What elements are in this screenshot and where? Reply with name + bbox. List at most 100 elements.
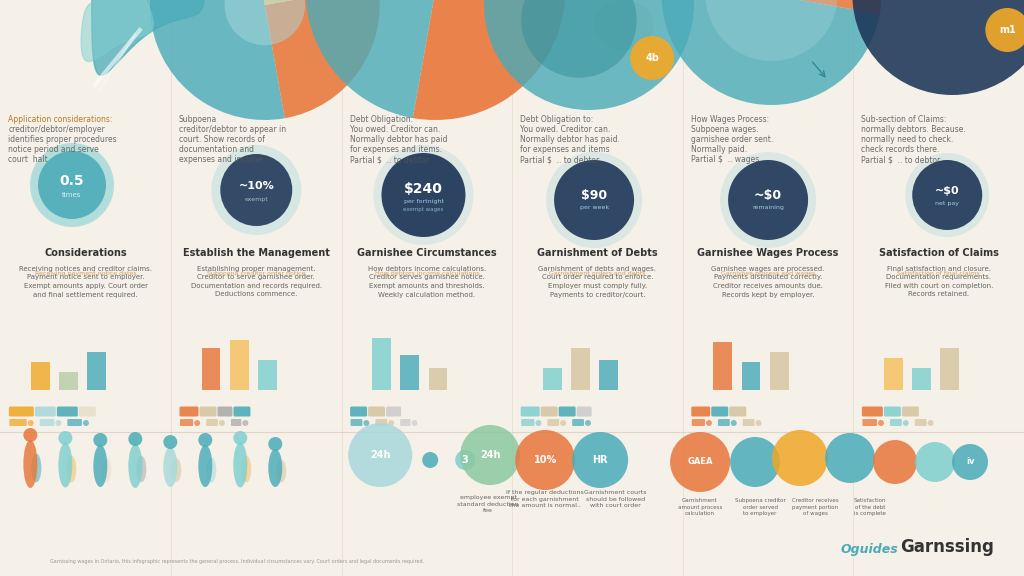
Text: 24h: 24h [370,450,390,460]
Ellipse shape [171,458,181,482]
Text: 3: 3 [462,455,469,465]
Circle shape [268,437,283,451]
Text: Subpoena creditor order notice: Subpoena creditor order notice [207,271,305,276]
Text: Receiving payment notice dates: Receiving payment notice dates [35,271,136,276]
Bar [714,342,732,390]
Circle shape [24,428,37,442]
Text: Garnishee process and wages: Garnishee process and wages [721,271,815,276]
Wedge shape [150,0,285,120]
Circle shape [220,154,292,226]
Circle shape [163,435,177,449]
Text: Application considerations:: Application considerations: [8,115,113,124]
FancyBboxPatch shape [902,407,919,416]
Text: Normally debtor has paid.: Normally debtor has paid. [520,135,621,144]
Text: Garnssing: Garnssing [900,538,994,556]
Circle shape [521,0,637,78]
Text: 10%: 10% [534,455,557,465]
Circle shape [38,151,106,219]
FancyBboxPatch shape [521,419,535,426]
Text: Subpoena creditor
order served
to employer: Subpoena creditor order served to employ… [734,498,785,516]
Circle shape [952,444,988,480]
Text: 0.5: 0.5 [59,174,84,188]
FancyBboxPatch shape [718,419,730,426]
Text: Garnishee Wages Process: Garnishee Wages Process [697,248,839,258]
Ellipse shape [233,442,247,487]
Circle shape [905,153,989,237]
Bar [229,340,249,390]
Wedge shape [771,0,882,14]
FancyBboxPatch shape [914,419,927,426]
Circle shape [546,152,642,248]
FancyBboxPatch shape [350,419,362,426]
Circle shape [728,160,808,240]
Text: You owed. Creditor can.: You owed. Creditor can. [349,125,440,134]
Bar [429,368,447,390]
Text: identifies proper procedures: identifies proper procedures [8,135,117,144]
Bar [940,348,959,390]
Circle shape [756,420,762,426]
Ellipse shape [58,442,73,487]
Text: Normally debtor has paid: Normally debtor has paid [349,135,447,144]
FancyBboxPatch shape [9,419,27,426]
Text: ~10%: ~10% [239,181,274,191]
FancyBboxPatch shape [200,407,216,416]
FancyBboxPatch shape [890,419,902,426]
Ellipse shape [276,460,287,483]
FancyBboxPatch shape [386,407,401,416]
FancyBboxPatch shape [520,407,540,416]
Text: exempt wages: exempt wages [403,207,443,213]
FancyBboxPatch shape [729,407,746,416]
FancyBboxPatch shape [541,407,558,416]
Text: Debt Obligation:: Debt Obligation: [349,115,413,124]
FancyBboxPatch shape [233,407,251,416]
Ellipse shape [199,445,212,487]
Bar [912,368,931,390]
Circle shape [985,8,1024,52]
Circle shape [374,145,473,245]
Ellipse shape [136,456,146,482]
Text: Normally paid.: Normally paid. [691,145,746,154]
Text: normally need to check.: normally need to check. [861,135,953,144]
FancyBboxPatch shape [68,419,82,426]
Bar [741,362,761,390]
Circle shape [422,452,438,468]
Circle shape [456,450,475,470]
FancyBboxPatch shape [577,407,592,416]
Circle shape [554,160,634,240]
Circle shape [219,420,225,426]
Text: Garnishment of Debts: Garnishment of Debts [538,248,657,258]
FancyBboxPatch shape [712,407,728,416]
Text: documentation and: documentation and [179,145,254,154]
FancyBboxPatch shape [40,419,54,426]
Circle shape [55,420,61,426]
Circle shape [630,36,674,80]
FancyBboxPatch shape [9,407,34,416]
Text: exempt: exempt [245,198,268,203]
FancyBboxPatch shape [79,407,96,416]
Text: GAEA: GAEA [687,457,713,467]
Circle shape [348,423,413,487]
Text: Garnishee wages are processed.
Payments distributed correctly.
Creditor receives: Garnishee wages are processed. Payments … [712,266,824,297]
Text: If the regular deductions
for each garnishment
the amount is normal..: If the regular deductions for each garni… [506,490,584,508]
Circle shape [772,430,828,486]
Text: Final satisfaction and closure.
Documentation requirements.
Filed with court on : Final satisfaction and closure. Document… [885,266,993,297]
Text: 4b: 4b [645,53,659,63]
Circle shape [536,420,542,426]
FancyBboxPatch shape [742,419,755,426]
Text: for expenses and items.: for expenses and items. [349,145,441,154]
Text: Establish the Management: Establish the Management [183,248,330,258]
Text: Oguides: Oguides [840,543,898,556]
FancyBboxPatch shape [376,419,387,426]
Circle shape [460,425,520,485]
Text: Garnishment of debts and wages.
Court order required to enforce.
Employer must c: Garnishment of debts and wages. Court or… [539,266,656,297]
FancyBboxPatch shape [862,407,883,416]
Circle shape [731,420,737,426]
Circle shape [412,420,418,426]
Bar [87,352,106,390]
Text: Garnissing wages in Ontario, this infographic represents the general process. In: Garnissing wages in Ontario, this infogr… [50,559,425,564]
Text: Garnishment
amount process
calculation: Garnishment amount process calculation [678,498,722,516]
FancyBboxPatch shape [206,419,218,426]
FancyBboxPatch shape [548,419,559,426]
Text: ~$0: ~$0 [754,188,782,202]
Circle shape [825,433,876,483]
